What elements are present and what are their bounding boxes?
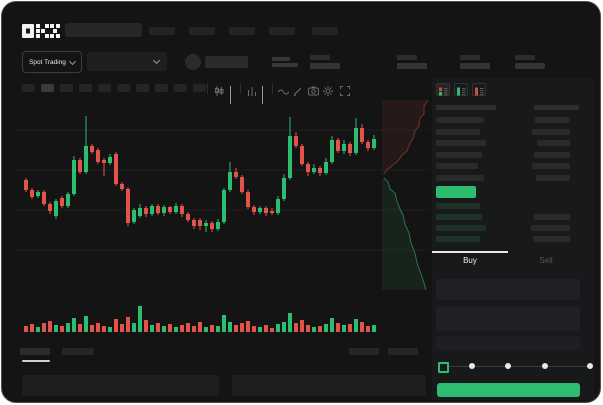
last-price-placeholder <box>205 56 248 68</box>
candle-type-icon[interactable] <box>214 83 224 101</box>
ask-price-placeholder <box>436 129 480 135</box>
ask-price-placeholder <box>436 140 486 146</box>
bid-price-placeholder <box>436 203 480 209</box>
slider-dot[interactable] <box>505 363 511 369</box>
tab-sell[interactable]: Sell <box>539 256 553 265</box>
orderbook-header-placeholder <box>436 105 496 110</box>
stat-label-placeholder <box>460 55 480 60</box>
nav-item[interactable] <box>229 27 255 35</box>
bid-amount-placeholder <box>534 214 570 220</box>
stat-label-placeholder <box>515 55 535 60</box>
settings-gear-icon[interactable] <box>323 83 333 101</box>
slider-dot[interactable] <box>469 363 475 369</box>
ticker-icon[interactable] <box>185 54 201 70</box>
bid-price-placeholder <box>436 236 480 242</box>
ask-amount-placeholder <box>532 163 570 169</box>
toolbar-divider <box>272 83 273 94</box>
bottom-tab[interactable] <box>62 348 94 355</box>
camera-icon[interactable] <box>308 83 319 101</box>
timeframe-button[interactable] <box>174 84 187 92</box>
orderbook-view-asks-icon[interactable] <box>472 83 486 96</box>
draw-icon[interactable] <box>293 83 303 101</box>
candlestick-chart[interactable] <box>16 99 430 294</box>
stat-value-placeholder <box>460 63 490 69</box>
timeframe-button[interactable] <box>79 84 92 92</box>
pair-selector-dropdown[interactable] <box>87 52 167 71</box>
stat-value-placeholder <box>397 63 427 69</box>
timeframe-button[interactable] <box>98 84 111 92</box>
stat-label-placeholder <box>397 55 417 60</box>
amount-input[interactable] <box>436 307 580 331</box>
ask-amount-placeholder <box>535 117 570 123</box>
nav-item[interactable] <box>269 27 295 35</box>
orders-panel-placeholder <box>22 375 219 396</box>
change-stat-placeholder <box>272 57 290 61</box>
search-input[interactable] <box>65 23 142 37</box>
bottom-action-placeholder[interactable] <box>349 348 379 355</box>
ask-amount-placeholder <box>534 152 570 158</box>
stat-label-placeholder <box>310 55 330 60</box>
timeframe-button[interactable] <box>155 84 168 92</box>
ask-amount-placeholder <box>532 129 570 135</box>
bid-amount-placeholder <box>531 225 570 231</box>
price-input[interactable] <box>436 279 580 300</box>
bottom-tab[interactable] <box>20 348 50 355</box>
orders-panel-placeholder <box>232 375 426 396</box>
timeframe-button[interactable] <box>22 84 35 92</box>
toolbar-divider <box>207 83 208 94</box>
line-style-icon[interactable] <box>277 83 290 101</box>
timeframe-button[interactable] <box>193 84 206 92</box>
slider-dot[interactable] <box>587 363 593 369</box>
orderbook-header-placeholder <box>534 105 579 110</box>
stat-value-placeholder <box>310 63 340 69</box>
bid-amount-placeholder <box>533 236 570 242</box>
amount-slider-handle[interactable] <box>438 362 449 373</box>
ask-price-placeholder <box>436 117 484 123</box>
timeframe-button[interactable] <box>60 84 73 92</box>
ask-amount-placeholder <box>537 140 570 146</box>
nav-item[interactable] <box>149 27 175 35</box>
bottom-tab-underline <box>22 360 50 362</box>
volume-chart <box>24 306 376 332</box>
change-stat-placeholder <box>272 63 298 67</box>
ask-price-placeholder <box>436 152 482 158</box>
total-input[interactable] <box>436 336 580 350</box>
amount-slider-track[interactable] <box>440 366 589 367</box>
slider-dot[interactable] <box>542 363 548 369</box>
ask-price-placeholder <box>436 163 478 169</box>
chevron-down-icon <box>152 56 161 65</box>
orderbook-view-bids-icon[interactable] <box>454 83 468 96</box>
nav-item[interactable] <box>312 27 338 35</box>
nav-item[interactable] <box>189 27 215 35</box>
timeframe-button[interactable] <box>41 84 54 92</box>
indicators-icon[interactable] <box>247 83 257 101</box>
ask-amount-placeholder <box>536 175 570 181</box>
orderbook-view-combined-icon[interactable] <box>436 83 450 96</box>
fullscreen-icon[interactable] <box>340 83 350 101</box>
okx-logo <box>22 24 60 43</box>
last-price-bar <box>436 186 476 198</box>
active-tab-indicator <box>432 251 508 253</box>
timeframe-button[interactable] <box>136 84 149 92</box>
chevron-down-icon <box>68 57 76 65</box>
bid-price-placeholder <box>436 225 486 231</box>
market-type-dropdown[interactable]: Spot Trading <box>22 51 82 73</box>
tab-buy[interactable]: Buy <box>463 256 477 265</box>
bottom-action-placeholder[interactable] <box>388 348 418 355</box>
stat-value-placeholder <box>515 63 545 69</box>
market-type-label: Spot Trading <box>29 58 66 66</box>
bid-price-placeholder <box>436 214 482 220</box>
buy-button[interactable] <box>437 383 580 397</box>
toolbar-divider <box>240 83 241 94</box>
ask-price-placeholder <box>436 175 484 181</box>
timeframe-button[interactable] <box>117 84 130 92</box>
